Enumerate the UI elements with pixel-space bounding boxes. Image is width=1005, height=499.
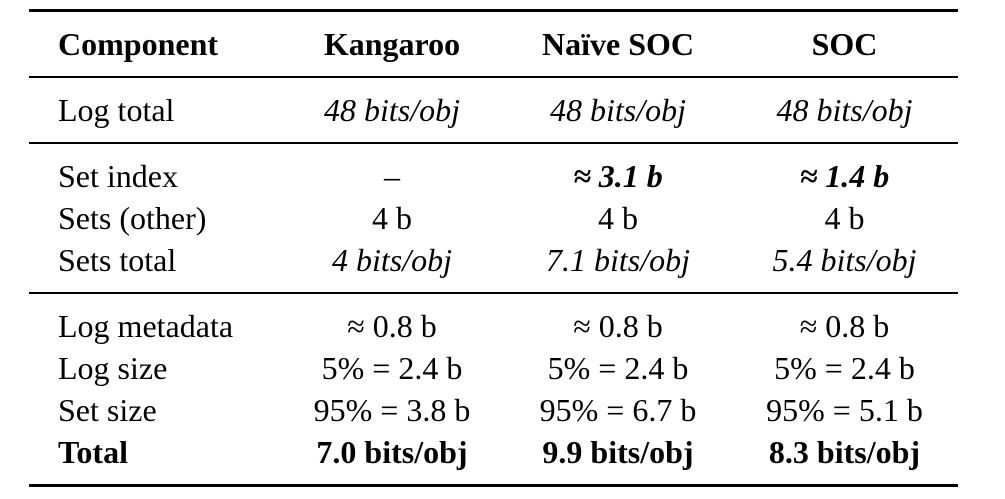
cell-soc: ≈ 1.4 b [799,158,890,194]
cell-kangaroo: ≈ 0.8 b [347,308,437,344]
header-kangaroo: Kangaroo [323,26,461,62]
cell-soc: 4 b [824,200,865,236]
header-component: Component [58,26,219,62]
row-label: Log size [58,350,168,386]
cell-naive-soc: 9.9 bits/obj [542,434,694,470]
cell-soc: 5.4 bits/obj [772,242,917,278]
cell-kangaroo: 48 bits/obj [323,92,460,128]
cost-breakdown-table-container: Component Kangaroo Naïve SOC SOC Log tot… [29,9,958,487]
cell-soc: 48 bits/obj [776,92,913,128]
row-label: Log total [58,92,175,128]
cell-naive-soc: 4 b [598,200,638,236]
row-label: Log metadata [58,308,234,344]
row-sets-total: Sets total 4 bits/obj 7.1 bits/obj 5.4 b… [29,239,958,293]
cell-kangaroo: 95% = 3.8 b [313,392,471,428]
header-naive-soc: Naïve SOC [542,26,694,62]
cell-naive-soc: 48 bits/obj [549,92,686,128]
header-soc: SOC [811,26,878,62]
row-label: Sets total [58,242,177,278]
cell-kangaroo: 5% = 2.4 b [321,350,463,386]
cell-soc: 5% = 2.4 b [774,350,915,386]
header-row: Component Kangaroo Naïve SOC SOC [29,10,958,78]
cell-naive-soc: ≈ 3.1 b [573,158,663,194]
cell-naive-soc: 5% = 2.4 b [547,350,689,386]
row-log-total: Log total 48 bits/obj 48 bits/obj 48 bit… [29,77,958,143]
row-log-metadata: Log metadata ≈ 0.8 b ≈ 0.8 b ≈ 0.8 b [29,293,958,347]
row-set-index: Set index – ≈ 3.1 b ≈ 1.4 b [29,143,958,197]
row-log-size: Log size 5% = 2.4 b 5% = 2.4 b 5% = 2.4 … [29,347,958,389]
row-sets-other: Sets (other) 4 b 4 b 4 b [29,197,958,239]
row-label: Set size [58,392,157,428]
row-total: Total 7.0 bits/obj 9.9 bits/obj 8.3 bits… [29,431,958,486]
cell-naive-soc: ≈ 0.8 b [573,308,663,344]
cell-kangaroo: – [384,158,400,194]
row-label: Set index [58,158,178,194]
cell-kangaroo: 4 bits/obj [331,242,452,278]
row-label: Total [58,434,128,470]
cell-soc: 8.3 bits/obj [768,434,921,470]
row-set-size: Set size 95% = 3.8 b 95% = 6.7 b 95% = 5… [29,389,958,431]
cell-kangaroo: 7.0 bits/obj [316,434,468,470]
cell-naive-soc: 7.1 bits/obj [545,242,690,278]
cell-soc: 95% = 5.1 b [766,392,923,428]
cell-soc: ≈ 0.8 b [799,308,890,344]
cost-breakdown-table: Component Kangaroo Naïve SOC SOC Log tot… [29,9,958,487]
cell-kangaroo: 4 b [372,200,412,236]
cell-naive-soc: 95% = 6.7 b [539,392,697,428]
row-label: Sets (other) [58,200,207,236]
